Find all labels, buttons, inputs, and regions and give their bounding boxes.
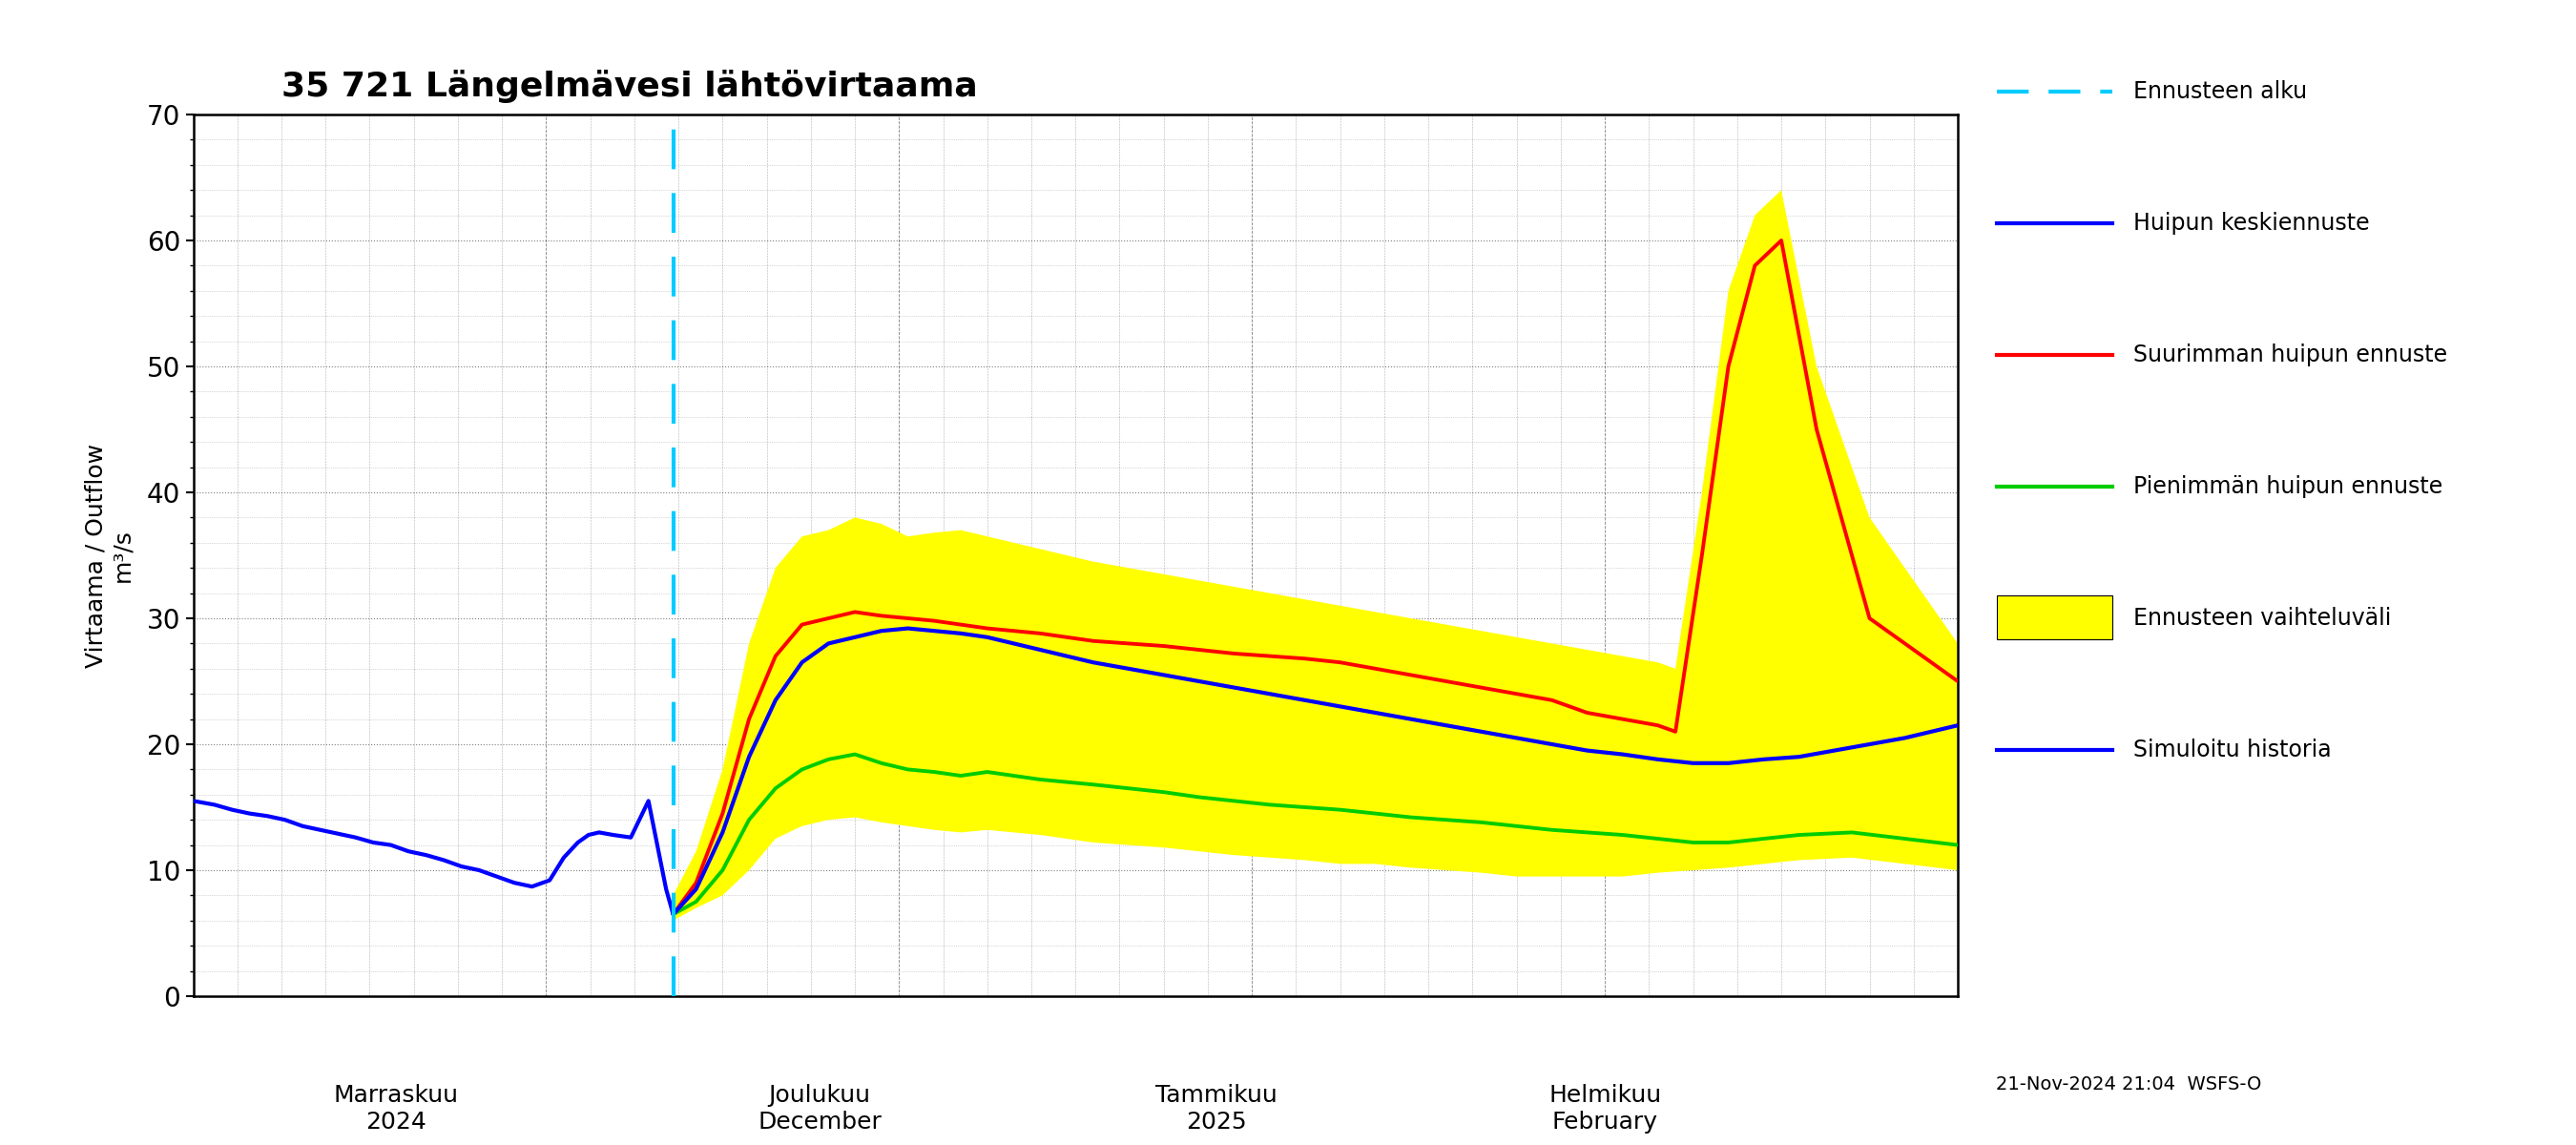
Text: 35 721 Längelmävesi lähtövirtaama: 35 721 Längelmävesi lähtövirtaama xyxy=(281,69,979,103)
Text: Helmikuu
February: Helmikuu February xyxy=(1548,1084,1662,1134)
Polygon shape xyxy=(672,190,1958,921)
Text: 21-Nov-2024 21:04  WSFS-O: 21-Nov-2024 21:04 WSFS-O xyxy=(1996,1075,2262,1093)
Text: m³/s: m³/s xyxy=(111,529,134,582)
Text: Simuloitu historia: Simuloitu historia xyxy=(2133,739,2331,761)
Text: Ennusteen alku: Ennusteen alku xyxy=(2133,80,2306,103)
Text: Ennusteen vaihteluväli: Ennusteen vaihteluväli xyxy=(2133,607,2391,630)
Text: Pienimmän huipun ennuste: Pienimmän huipun ennuste xyxy=(2133,475,2442,498)
Text: Joulukuu
December: Joulukuu December xyxy=(757,1084,881,1134)
Text: Huipun keskiennuste: Huipun keskiennuste xyxy=(2133,212,2370,235)
Text: Suurimman huipun ennuste: Suurimman huipun ennuste xyxy=(2133,344,2447,366)
Text: Marraskuu
2024: Marraskuu 2024 xyxy=(335,1084,459,1134)
Text: Tammikuu
2025: Tammikuu 2025 xyxy=(1157,1084,1278,1134)
Text: Virtaama / Outflow: Virtaama / Outflow xyxy=(85,443,108,668)
